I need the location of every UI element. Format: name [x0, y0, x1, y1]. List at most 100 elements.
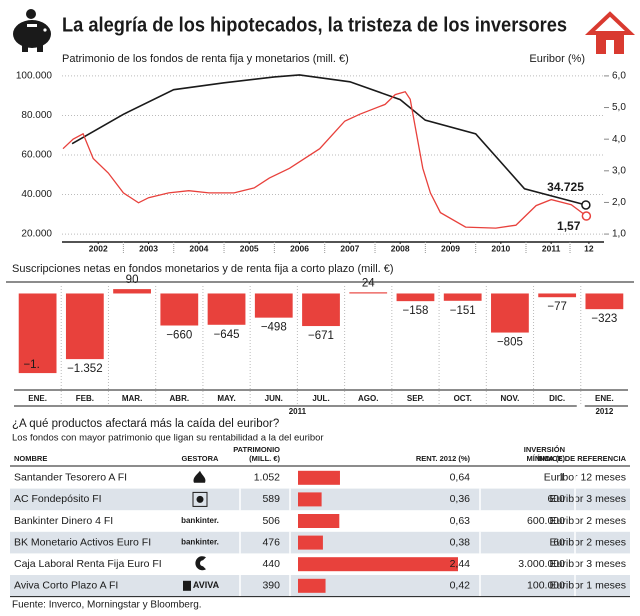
bar: [349, 292, 388, 294]
bar: [113, 289, 151, 294]
gestora-logo: [196, 495, 204, 503]
chart-title: Patrimonio de los fondos de renta fija y…: [62, 53, 349, 65]
year-label: 2012: [595, 407, 613, 416]
cell: Aviva Corto Plazo A FI: [14, 580, 118, 592]
data-label: −671: [308, 330, 334, 342]
y2-tick-label: 6,0: [612, 71, 626, 82]
x-tick-label: 2010: [491, 243, 510, 253]
x-tick-label: 2008: [391, 243, 410, 253]
y-tick-label: 60.000: [21, 150, 52, 161]
cell: 3.000.000: [518, 558, 565, 570]
bar: [302, 293, 340, 327]
data-label: −151: [450, 305, 476, 317]
bar: [443, 293, 482, 301]
cell: 0,36: [450, 493, 471, 505]
cell: 506: [262, 515, 280, 527]
y2-axis-title: Euribor (%): [529, 53, 585, 65]
bar: [65, 293, 104, 360]
house-icon: [584, 11, 636, 54]
x-tick-label: FEB.: [76, 394, 94, 403]
column-header: MÍNIMA (€): [527, 454, 566, 463]
cell: 600.000: [527, 515, 565, 527]
series-line: [62, 90, 587, 229]
y2-tick-label: 5,0: [612, 102, 626, 113]
data-label: −77: [547, 301, 567, 313]
page-title: La alegría de los hipotecados, la triste…: [62, 14, 567, 36]
column-header: GESTORA: [182, 454, 220, 463]
x-tick-label: 2004: [189, 243, 208, 253]
cell: 0,42: [450, 580, 471, 592]
column-header: PATRIMONIO: [233, 445, 280, 454]
x-tick-label: MAR.: [122, 394, 142, 403]
column-header: RENT. 2012 (%): [416, 454, 471, 463]
x-tick-label: JUL.: [312, 394, 329, 403]
x-tick-label: DIC.: [549, 394, 565, 403]
rent-bar: [298, 514, 340, 528]
gestora-logo: AVIVA: [193, 580, 220, 590]
x-tick-label: MAY.: [217, 394, 235, 403]
gestora-logo: bankinter.: [181, 538, 219, 547]
cell: Euribor 3 meses: [550, 493, 626, 505]
y-tick-label: 20.000: [21, 229, 52, 240]
cell: Caja Laboral Renta Fija Euro FI: [14, 558, 162, 570]
x-tick-label: 12: [584, 243, 594, 253]
cell: 600: [547, 493, 565, 505]
data-label: 1,57: [557, 219, 581, 233]
data-label: 24: [362, 277, 375, 289]
y-tick-label: 100.000: [16, 71, 53, 82]
table: NOMBRE GESTORA PATRIMONIO(MILL. €) RENT. 20…: [10, 445, 630, 598]
x-tick-label: 2003: [139, 243, 158, 253]
rent-bar: [298, 535, 323, 550]
table-title: ¿A qué productos afectará más la caída d…: [12, 418, 279, 430]
y2-tick-label: 1,0: [612, 229, 626, 240]
bar: [538, 293, 577, 298]
x-tick-label: ABR.: [170, 394, 190, 403]
series-line: [71, 74, 587, 206]
x-tick-label: OCT.: [454, 394, 472, 403]
x-tick-label: 2005: [240, 243, 259, 253]
x-tick-label: 2009: [441, 243, 460, 253]
x-tick-label: JUN.: [265, 394, 283, 403]
gestora-logo: [195, 556, 206, 571]
cell: 60: [553, 536, 565, 548]
gestora-logo: bankinter.: [181, 516, 219, 525]
rent-bar: [298, 578, 326, 593]
chart-title: Suscripciones netas en fondos monetarios…: [12, 263, 394, 275]
x-tick-label: 2007: [340, 243, 359, 253]
data-label: −1.352: [67, 363, 103, 375]
data-label: −645: [214, 329, 240, 341]
cell: 440: [262, 558, 280, 570]
x-tick-label: NOV.: [501, 394, 520, 403]
y2-tick-label: 4,0: [612, 134, 626, 145]
table-subtitle: Los fondos con mayor patrimonio que liga…: [12, 433, 324, 444]
end-point: [581, 200, 591, 210]
cell: 0,38: [450, 536, 471, 548]
x-tick-label: 2006: [290, 243, 309, 253]
end-point: [581, 211, 592, 221]
column-header: NOMBRE: [14, 454, 47, 463]
cell: 0,64: [450, 472, 471, 484]
x-tick-label: AGO.: [358, 394, 378, 403]
cell: 0,63: [450, 515, 471, 527]
gestora-logo: [192, 491, 208, 507]
data-label: −323: [591, 313, 617, 325]
cell: Euribor 2 meses: [550, 536, 626, 548]
cell: Bankinter Dinero 4 FI: [14, 515, 113, 527]
data-label: 34.725: [547, 180, 584, 194]
bar: [585, 293, 624, 310]
bar-chart: −1. ENE. −1.352 FEB. 90 MAR. −660 ABR. −645 MAY. −…: [14, 274, 628, 416]
data-label: −1.: [23, 359, 39, 371]
y-tick-label: 80.000: [21, 110, 52, 121]
bar: [18, 293, 57, 374]
year-label: 2011: [289, 407, 307, 416]
x-tick-label: 2002: [89, 243, 108, 253]
bar: [254, 293, 293, 318]
cell: BK Monetario Activos Euro FI: [14, 536, 151, 548]
x-tick-label: 2011: [542, 243, 561, 253]
cell: Euribor 12 meses: [544, 472, 626, 484]
cell: Euribor 1 meses: [550, 580, 626, 592]
x-tick-label: SEP.: [407, 394, 424, 403]
data-label: 90: [126, 274, 139, 286]
rent-bar: [298, 470, 340, 485]
